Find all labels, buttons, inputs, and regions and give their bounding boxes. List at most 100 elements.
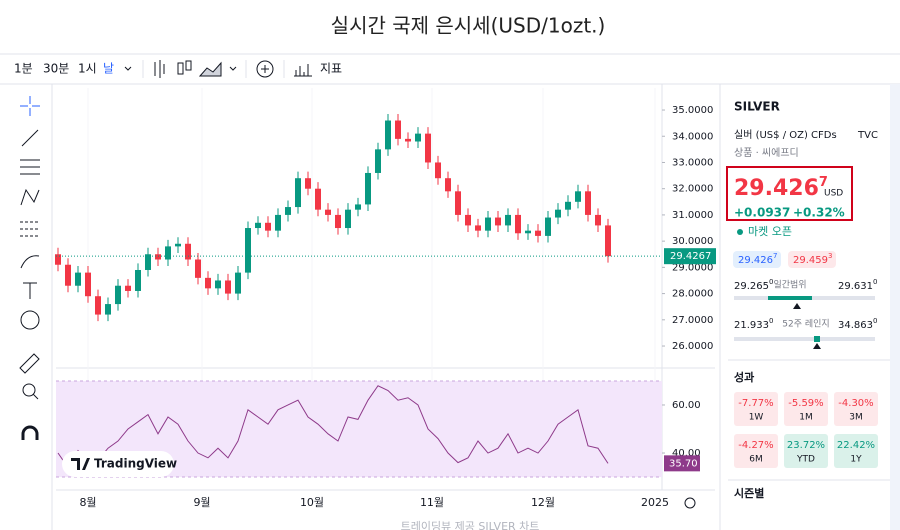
year-low-pip: 0 [769,317,773,325]
year-low-main: 21.933 [734,320,769,331]
candle-body [155,254,161,260]
line-tool[interactable] [21,129,39,147]
performance-value: -7.77% [738,398,773,409]
logo-text: TradingView [94,457,177,471]
interval-button[interactable]: 1시 [78,62,97,76]
candle-body [565,201,571,210]
candle-style-icon[interactable] [177,62,184,75]
candle-body [65,264,71,286]
candle-body [545,217,551,236]
candle-body [605,225,611,257]
performance-cell [734,392,778,426]
y-tick-label: 35.0000 [672,105,713,116]
last-price-tag-label: 29.4267 [670,251,711,262]
candle-body [535,230,541,236]
scrollbar [890,84,900,530]
seasonal-title: 시즌별 [734,487,764,500]
candle-body [435,162,441,179]
zoom-tool[interactable] [32,393,39,400]
highlight-box [726,166,853,221]
fib-tool[interactable] [20,159,40,175]
performance-value: -4.27% [738,440,773,451]
performance-value: -4.30% [838,398,873,409]
area-style-icon[interactable] [198,61,222,77]
rsi-line [57,385,609,469]
interval-button[interactable]: 30분 [43,62,69,76]
add-button[interactable] [261,65,269,73]
bid-pip: 7 [773,252,777,260]
projection-tool[interactable] [20,221,40,237]
candle-body [295,178,301,208]
brush-tool[interactable] [20,255,40,269]
candle-body [375,149,381,173]
candle-style-icon[interactable] [185,60,192,71]
candle-body [345,209,351,229]
performance-cell [834,392,878,426]
interval-button[interactable]: 날 [103,62,114,76]
candle-body [495,217,501,226]
last-price-tag [664,248,716,265]
candle-body [75,272,81,286]
candle-body [195,259,201,278]
day-high: 29.6310 [838,278,877,292]
symbol-name: 실버 (US$ / OZ) CFDs [734,129,837,141]
rsi-tick-label: 60.00 [672,400,701,411]
range-fill [768,296,812,300]
y-tick-label: 29.0000 [672,262,713,273]
add-button[interactable] [256,60,274,78]
candle-body [485,217,491,231]
indicator-button[interactable]: 지표 [320,62,342,76]
performance-period: 1Y [850,455,862,465]
candle-body [425,133,431,163]
candle-body [395,120,401,139]
candle-body [575,191,581,202]
dropdown-caret[interactable] [124,66,132,71]
magnet-tool[interactable] [21,425,39,440]
y-tick-label: 32.0000 [672,184,713,195]
y-tick-label: 27.0000 [672,315,713,326]
rsi-tag [664,455,700,472]
y-tick-label: 34.0000 [672,131,713,142]
bid: 29.4267 [738,252,777,266]
logo-badge [62,451,174,477]
candle-body [165,246,171,260]
dropdown-caret[interactable] [229,66,237,71]
indicator-icon[interactable] [294,64,312,77]
text-tool[interactable] [23,282,37,299]
candle-body [185,243,191,260]
change: +0.0937 [734,206,790,220]
ask: 29.4593 [793,252,832,266]
candle-body [55,254,61,265]
day-low: 29.2650 [734,278,773,292]
y-tick-label: 31.0000 [672,210,713,221]
performance-period: 6M [749,455,763,465]
range-marker [793,303,801,309]
emoji-tool[interactable] [20,310,40,330]
candle-body [445,178,451,192]
candle-body [115,285,121,305]
chart-layer: 8월 9월 10월 11월 12월 2025 26.0000 27.0000 28.0000 29… [55,88,716,509]
candle-body [175,243,181,247]
bid-pill [733,251,781,268]
performance-period: 1M [799,413,813,423]
candle-body [215,280,221,289]
performance-value: 22.42% [837,440,875,451]
candle-body [265,222,271,231]
zoom-tool[interactable] [22,383,36,397]
ask-pill [788,251,836,268]
year-low: 21.9330 [734,317,773,331]
bar-style-icon[interactable] [154,60,165,78]
settings-button[interactable] [684,497,696,509]
bid-main: 29.426 [738,255,773,266]
crosshair-tool[interactable] [20,96,40,116]
performance-cell [834,434,878,468]
day-low-pip: 0 [769,278,773,286]
day-high-pip: 0 [873,278,877,286]
performance-period: 3M [849,413,863,423]
ruler-tool[interactable] [19,353,40,374]
day-range-label: 일간범위 [773,280,806,291]
interval-button[interactable]: 1분 [14,62,33,76]
pattern-tool[interactable] [20,188,40,206]
symbol: SILVER [734,100,780,114]
